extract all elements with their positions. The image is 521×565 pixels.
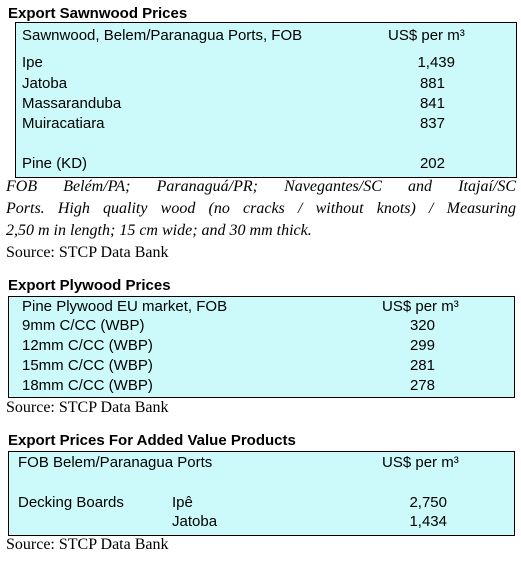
row-label: Ipe [22,54,43,71]
row-species: Ipê [172,494,193,511]
row-value: 278 [409,377,435,394]
row-value: 1,434 [409,513,447,530]
row-label: 18mm C/CC (WBP) [22,377,153,394]
source: Source: STCP Data Bank [6,536,169,553]
row-value: 202 [419,155,445,172]
table-header: US$ per m³ [388,27,465,44]
row-value: 281 [409,357,435,374]
row-value: 2,750 [409,494,447,511]
row-label: 15mm C/CC (WBP) [22,357,153,374]
row-label: Pine (KD) [22,155,88,172]
table-box [8,451,515,536]
section-title: Export Plywood Prices [8,277,171,294]
table-header: US$ per m³ [382,298,459,315]
table-box [8,296,515,398]
table-header: US$ per m³ [382,454,459,471]
row-label: Decking Boards [18,494,124,511]
note-line: Ports. High quality wood (no cracks / wi… [6,200,516,217]
table-box [15,22,517,178]
table-header: Pine Plywood EU market, FOB [22,298,228,315]
table-header: FOB Belem/Paranagua Ports [18,454,213,471]
row-label: 12mm C/CC (WBP) [22,337,153,354]
row-label: Massaranduba [22,95,122,112]
source: Source: STCP Data Bank [6,244,169,261]
note-line: 2,50 m in length; 15 cm wide; and 30 mm … [6,222,312,239]
section-title: Export Prices For Added Value Products [8,432,296,449]
source: Source: STCP Data Bank [6,399,169,416]
row-label: 9mm C/CC (WBP) [22,317,145,334]
row-species: Jatoba [172,513,218,530]
row-value: 320 [409,317,435,334]
note-line: FOB Belém/PA; Paranaguá/PR; Navegantes/S… [6,178,516,195]
row-value: 1,439 [417,54,455,71]
row-value: 881 [419,75,445,92]
row-value: 299 [409,337,435,354]
table-header: Sawnwood, Belem/Paranagua Ports, FOB [22,27,303,44]
row-value: 841 [419,95,445,112]
row-label: Muiracatiara [22,115,105,132]
row-label: Jatoba [22,75,68,92]
row-value: 837 [419,115,445,132]
section-title: Export Sawnwood Prices [8,5,188,22]
